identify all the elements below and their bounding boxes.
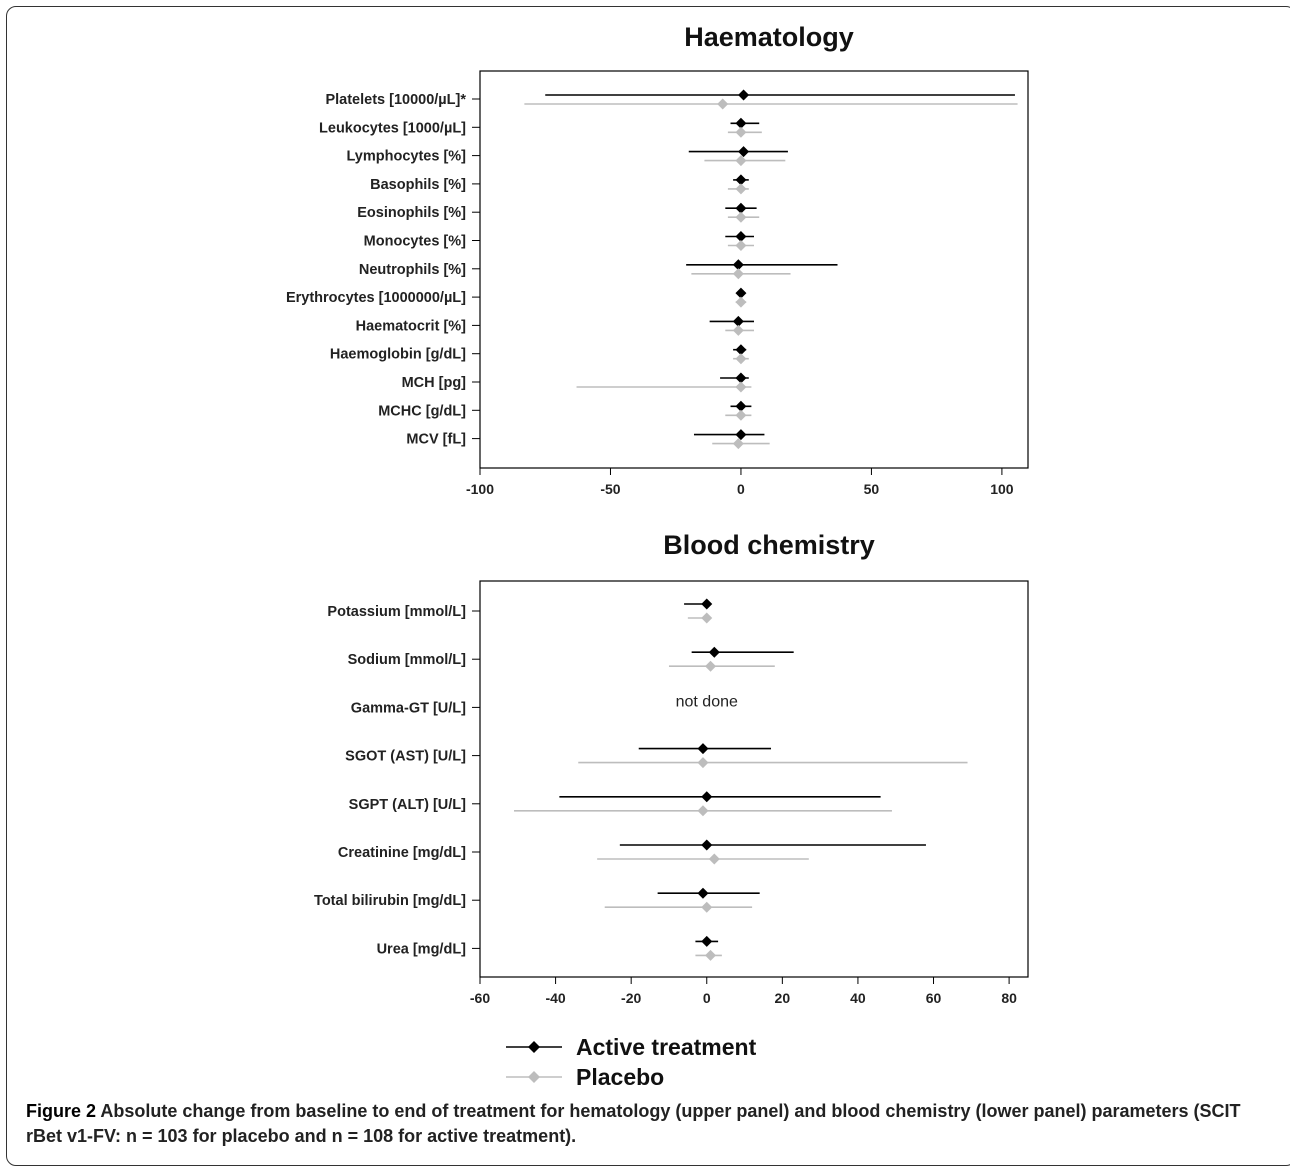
legend-marker-active-treatment [528,1041,540,1053]
active-treatment-marker-monocytes [735,231,747,242]
figure-caption: Figure 2 Absolute change from baseline t… [26,1099,1276,1149]
legend-label-placebo: Placebo [576,1064,664,1090]
category-label-sodium-mmol-l: Sodium [mmol/L] [348,652,467,668]
placebo-marker-monocytes [735,240,747,251]
x-tick-label: 80 [1001,990,1017,1006]
x-tick-label: 60 [926,990,942,1006]
placebo-marker-creatinine-mg-dl [708,853,720,865]
active-treatment-marker-sgpt-alt-u-l [701,791,713,803]
active-treatment-marker-platelets-10000-l [738,89,750,101]
placebo-marker-haemoglobin-g-dl [735,353,747,365]
figure-caption-text: Absolute change from baseline to end of … [26,1101,1241,1146]
legend: Active treatment Placebo [506,1034,757,1090]
category-label-monocytes: Monocytes [%] [364,234,466,250]
figure-caption-label: Figure 2 [26,1101,97,1121]
x-tick-label: -100 [466,481,494,497]
placebo-marker-mchc-g-dl [735,409,747,421]
active-treatment-marker-potassium-mmol-l [701,598,713,610]
active-treatment-marker-erythrocytes-1000000-l [735,287,747,299]
active-treatment-marker-mch-pg [735,372,747,384]
category-label-mchc-g-dl: MCHC [g/dL] [378,403,466,419]
placebo-marker-neutrophils [732,268,744,280]
x-tick-label: 0 [737,481,745,497]
x-tick-label: -60 [470,990,490,1006]
placebo-marker-platelets-10000-l [717,98,729,110]
placebo-marker-sgot-ast-u-l [697,757,709,769]
active-treatment-marker-sodium-mmol-l [708,646,720,658]
placebo-marker-potassium-mmol-l [701,612,713,624]
active-treatment-marker-sgot-ast-u-l [697,743,709,755]
x-tick-label: 40 [850,990,866,1006]
active-treatment-marker-mcv-fl [735,429,747,441]
active-treatment-marker-urea-mg-dl [701,935,713,947]
active-treatment-marker-leukocytes-1000-l [735,117,747,129]
category-label-creatinine-mg-dl: Creatinine [mg/dL] [338,845,466,861]
placebo-marker-basophils [735,183,747,195]
category-label-sgot-ast-u-l: SGOT (AST) [U/L] [345,749,466,765]
active-treatment-marker-mchc-g-dl [735,400,747,412]
active-treatment-marker-creatinine-mg-dl [701,839,713,851]
blood-chemistry-panel: Blood chemistry -60 -40 -20 0 20 40 60 80 Potassi… [314,530,1029,1006]
x-tick-label: -50 [600,481,620,497]
category-label-neutrophils: Neutrophils [%] [359,262,466,278]
placebo-marker-eosinophils [735,211,747,223]
x-tick-label: 100 [990,481,1014,497]
placebo-marker-erythrocytes-1000000-l [735,296,747,308]
category-label-haemoglobin-g-dl: Haemoglobin [g/dL] [330,347,466,363]
x-tick-label: -40 [545,990,565,1006]
x-tick-label: 50 [864,481,880,497]
active-treatment-marker-lymphocytes [738,146,750,158]
category-label-erythrocytes-1000000-l: Erythrocytes [1000000/µL] [286,290,466,306]
active-treatment-marker-eosinophils [735,202,747,214]
legend-label-active-treatment: Active treatment [576,1034,757,1060]
chart-title: Haematology [684,22,854,52]
x-tick-label: 0 [703,990,711,1006]
annotation-not-done: not done [676,693,738,710]
category-label-urea-mg-dl: Urea [mg/dL] [377,941,467,957]
category-label-leukocytes-1000-l: Leukocytes [1000/µL] [319,120,466,136]
active-treatment-marker-total-bilirubin-mg-dl [697,887,709,899]
plot-frame [479,580,1029,978]
plot-frame [479,70,1029,469]
x-tick-label: -20 [621,990,641,1006]
placebo-marker-lymphocytes [735,155,747,167]
category-label-sgpt-alt-u-l: SGPT (ALT) [U/L] [349,797,466,813]
category-label-mch-pg: MCH [pg] [402,375,467,391]
category-label-potassium-mmol-l: Potassium [mmol/L] [327,604,466,620]
legend-marker-placebo [528,1071,540,1083]
placebo-marker-leukocytes-1000-l [735,126,747,138]
placebo-marker-urea-mg-dl [705,949,717,961]
category-label-total-bilirubin-mg-dl: Total bilirubin [mg/dL] [314,893,466,909]
category-label-gamma-gt-u-l: Gamma-GT [U/L] [351,700,466,716]
category-label-platelets-10000-l: Platelets [10000/µL]* [325,92,466,108]
placebo-marker-total-bilirubin-mg-dl [701,901,713,913]
placebo-marker-sgpt-alt-u-l [697,805,709,817]
active-treatment-marker-basophils [735,174,747,186]
category-label-eosinophils: Eosinophils [%] [357,205,466,221]
category-label-basophils: Basophils [%] [370,177,466,193]
haematology-panel: Haematology -100 -50 0 50 100 Platelets [10000… [286,22,1029,497]
chart-title: Blood chemistry [663,530,875,560]
x-tick-label: 20 [775,990,791,1006]
active-treatment-marker-haemoglobin-g-dl [735,344,747,356]
category-label-haematocrit: Haematocrit [%] [356,318,467,334]
active-treatment-marker-haematocrit [732,315,744,327]
figure-chart-area: Haematology -100 -50 0 50 100 Platelets [10000… [286,22,1029,1090]
placebo-marker-haematocrit [732,324,744,336]
category-label-lymphocytes: Lymphocytes [%] [346,149,466,165]
placebo-marker-sodium-mmol-l [705,660,717,672]
placebo-marker-mch-pg [735,381,747,393]
placebo-marker-mcv-fl [732,438,744,450]
category-label-mcv-fl: MCV [fL] [406,432,466,448]
active-treatment-marker-neutrophils [732,259,744,271]
